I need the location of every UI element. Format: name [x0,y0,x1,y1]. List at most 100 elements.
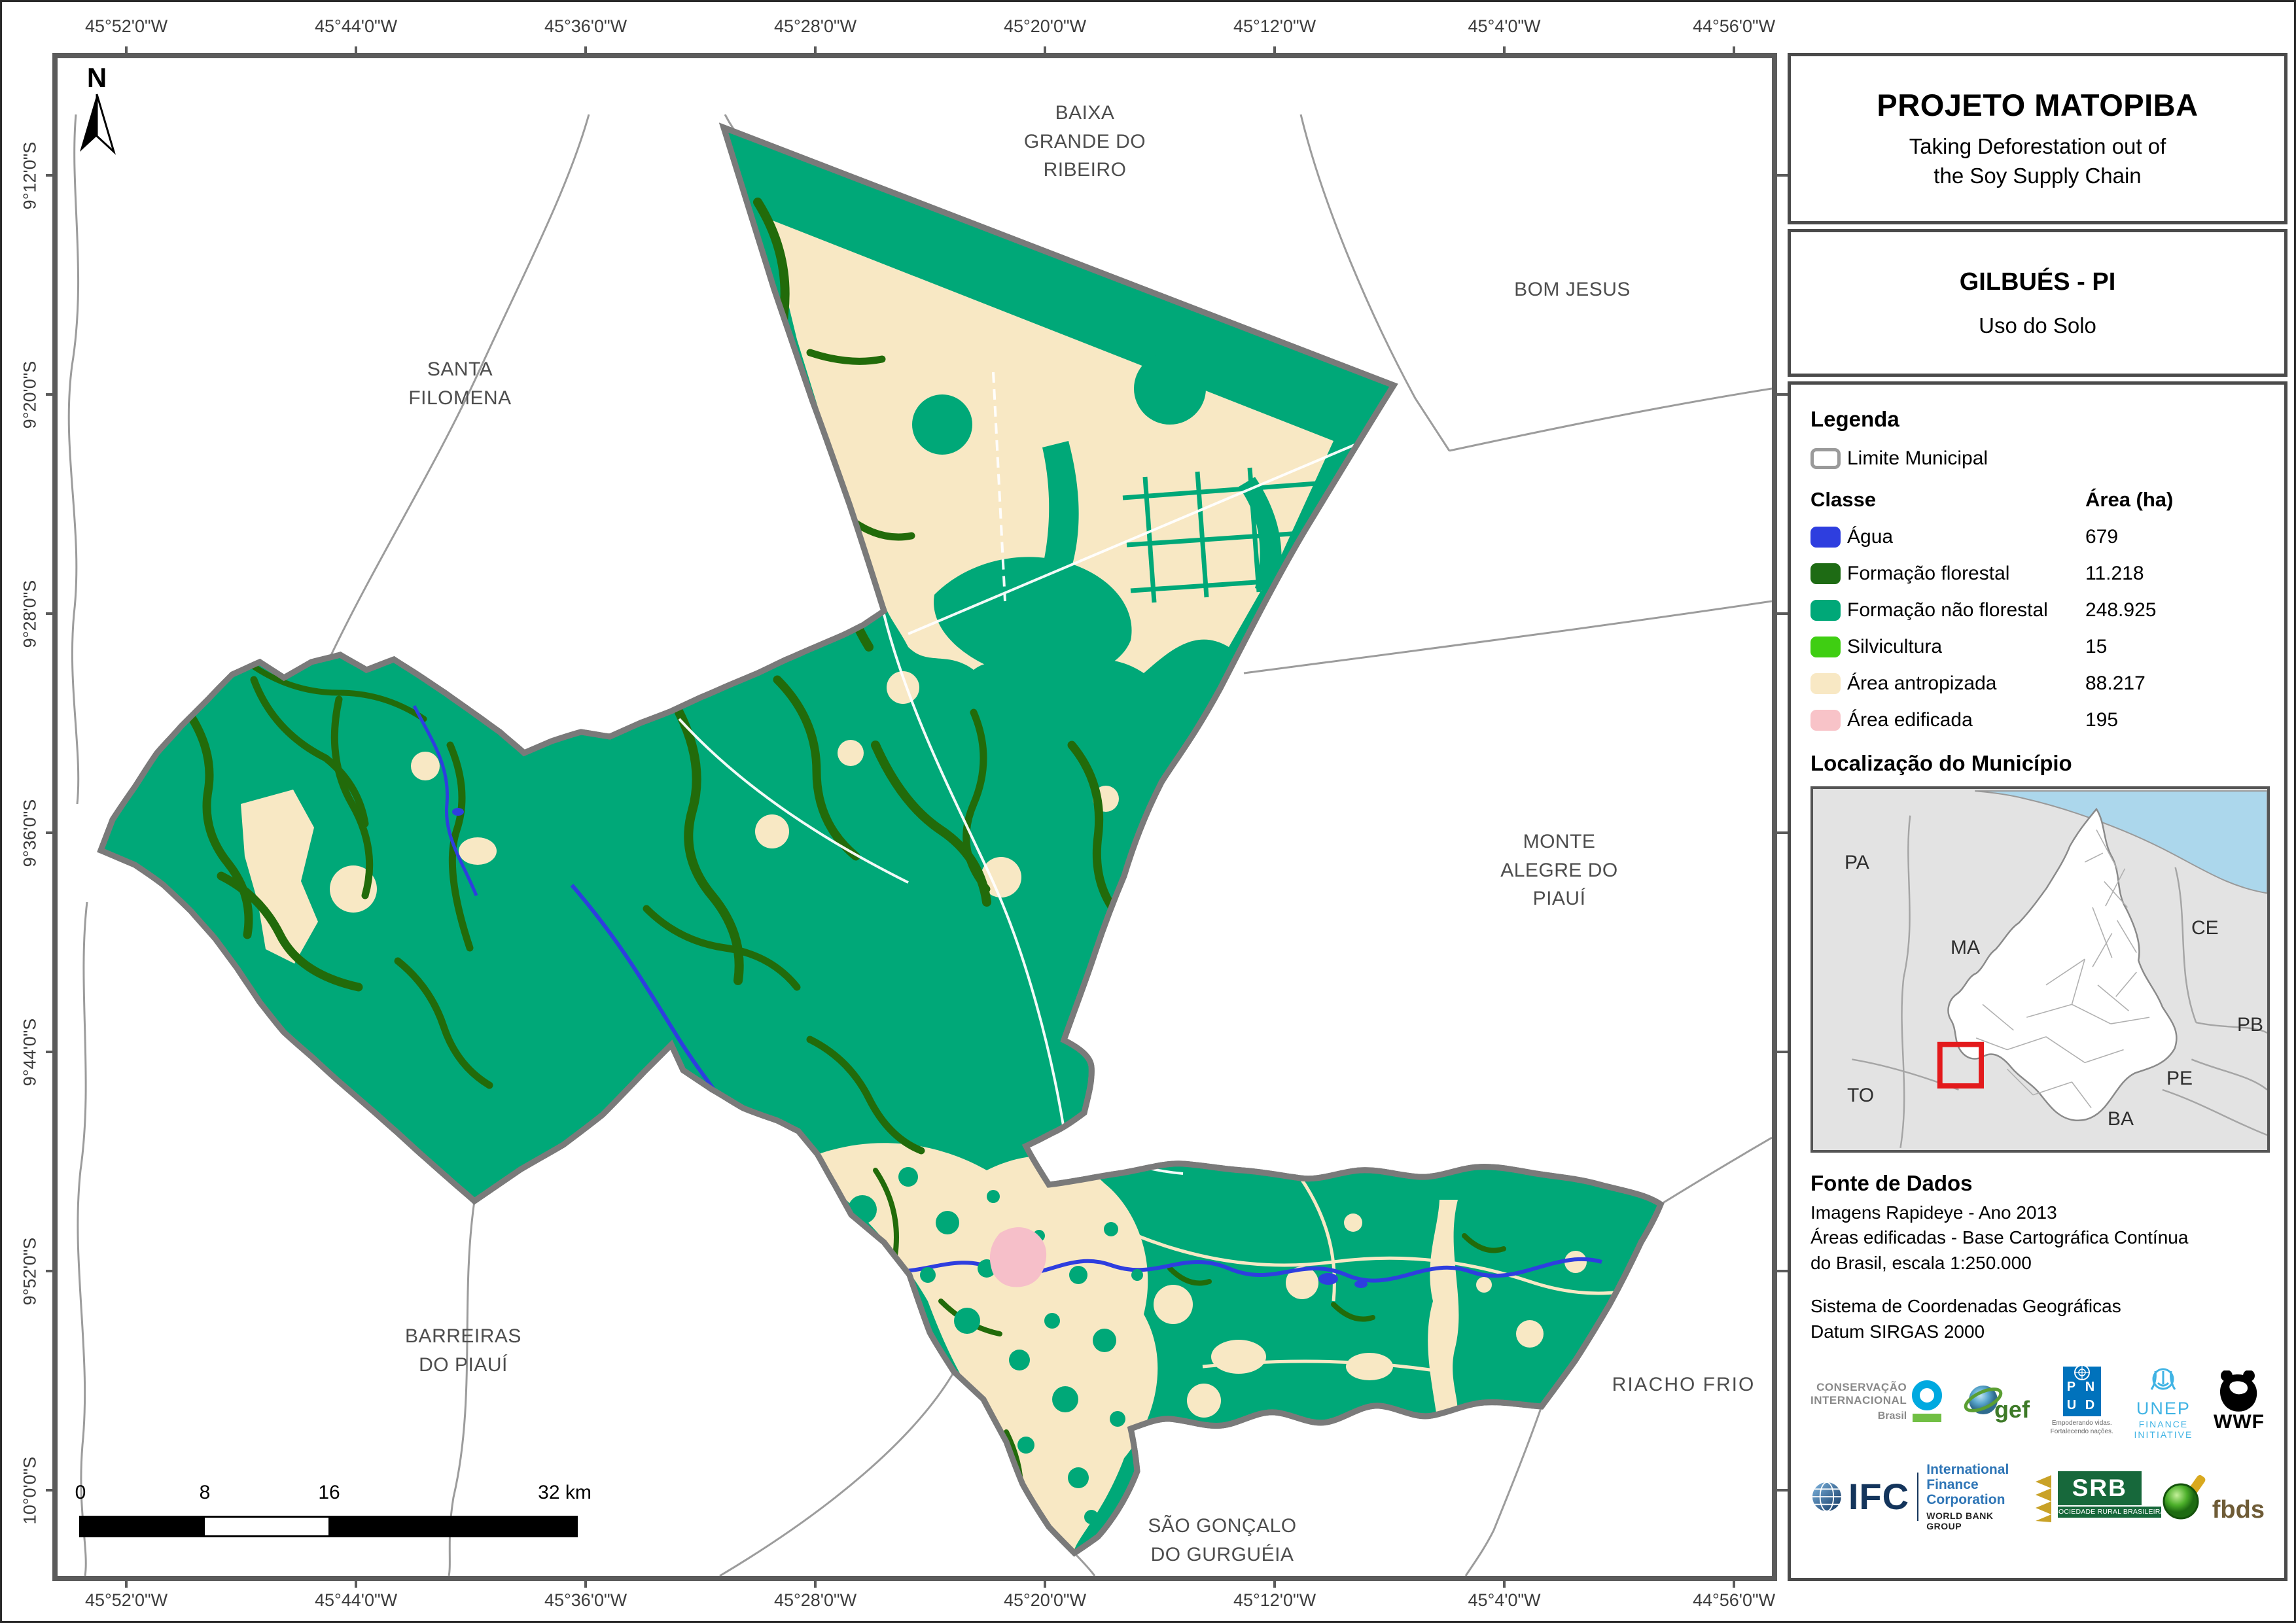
source-heading: Fonte de Dados [1810,1171,1973,1195]
states-overview-map [1852,790,2267,1149]
label-sao-goncalo-do-gurgueia: SÃO GONÇALO DO GURGUÉIA [1148,1515,1297,1565]
crs-line: Sistema de Coordenadas Geográficas [1810,1296,2121,1317]
tick [355,1576,357,1588]
coord-label: 9°12'0"S [20,141,40,210]
title-block: PROJETO MATOPIBA Taking Deforestation ou… [1788,53,2287,224]
wwf-logo: WWF [2214,1370,2265,1432]
legend-limite-row: Limite Municipal [1810,447,2265,470]
coord-label: 45°4'0"W [1468,1590,1541,1610]
tick [1044,1576,1046,1588]
label-riacho-frio: RIACHO FRIO [1612,1374,1756,1395]
built-area-town [989,1227,1047,1287]
coord-label: 44°56'0"W [1692,1590,1776,1610]
project-title: PROJETO MATOPIBA [1877,87,2199,122]
scale-tick-label: 0 [75,1482,86,1503]
panda-icon [2220,1370,2257,1412]
ci-ring-icon [1912,1380,1943,1423]
coord-label: 44°56'0"W [1692,16,1776,36]
gef-globe-icon [1964,1386,2003,1415]
label-santa-filomena: SANTA FILOMENA [408,358,512,409]
gilbues-highlight-box [1937,1041,1984,1089]
scale-bar: 0 8 16 32 km [75,1482,596,1554]
coord-label: 45°20'0"W [1003,1590,1087,1610]
lakes [452,808,1368,1288]
tick [46,1051,58,1053]
municipality-block: GILBUÉS - PI Uso do Solo [1788,229,2287,377]
tick [1777,612,1789,615]
partner-logos-row-1: CONSERVAÇÃO INTERNACIONAL Brasil gef [1810,1363,2265,1440]
coord-label: 45°36'0"W [544,16,627,36]
pnud-emblem-icon: P N U D [2062,1365,2101,1417]
tick [1777,174,1789,177]
tick [1503,46,1506,58]
coord-label: 45°28'0"W [773,16,857,36]
class-swatch [1810,600,1841,621]
tracks [1137,1177,1642,1375]
state-label-ce: CE [2191,917,2219,939]
class-swatch [1810,563,1841,584]
tick [584,46,587,58]
crs-line: Datum SIRGAS 2000 [1810,1321,1985,1342]
scale-bar-graphic [79,1516,578,1537]
coord-label: 45°20'0"W [1003,16,1087,36]
state-label-pb: PB [2237,1014,2264,1036]
north-label: N [86,62,107,93]
tick [1777,831,1789,834]
srb-logo: SRB SOCIEDADE RURAL BRASILEIRA [2025,1471,2165,1522]
partner-logos-row-2: IFC International Finance Corporation WO… [1810,1462,2265,1531]
scale-tick-label: 16 [318,1482,340,1503]
info-panel: PROJETO MATOPIBA Taking Deforestation ou… [1788,53,2287,1581]
coord-label: 45°4'0"W [1468,16,1541,36]
tick [355,46,357,58]
legend-row-formacao-nao-florestal: Formação não florestal 248.925 [1810,599,2265,621]
coord-label: 10°0'0"S [20,1456,40,1525]
limite-swatch [1810,448,1841,469]
legend-row-agua: Água 679 [1810,526,2265,548]
municipality-name: GILBUÉS - PI [1959,268,2116,296]
pnud-logo: P N U D Empoderando vidas. Fortalecendo … [2051,1365,2113,1436]
tick [125,46,128,58]
tick [1777,1489,1789,1492]
coord-label: 9°36'0"S [20,799,40,867]
tick [46,1489,58,1492]
label-bom-jesus: BOM JESUS [1514,279,1631,300]
tick [1273,46,1276,58]
source-line: Áreas edificadas - Base Cartográfica Con… [1810,1227,2189,1248]
scale-tick-label: 8 [199,1482,211,1503]
unep-emblem-icon [2151,1368,2176,1390]
tick [1777,1051,1789,1053]
coord-label: 45°52'0"W [84,16,168,36]
tick [46,174,58,177]
scale-tick-label: 32 km [538,1482,592,1503]
piaui-state-shape [1947,807,2178,1122]
coord-label: 45°44'0"W [314,16,398,36]
coord-label: 45°44'0"W [314,1590,398,1610]
ifc-logo: IFC International Finance Corporation WO… [1810,1462,2025,1531]
srb-wheat-icon [2035,1475,2051,1522]
silviculture-patch [1347,654,1360,667]
legend-block: Legenda Limite Municipal Classe Área (ha… [1788,381,2287,1581]
state-borders [1852,815,2267,1149]
forest-dendrites [184,198,1506,1513]
legend-heading: Legenda [1810,407,1899,431]
label-barreiras-do-piaui: BARREIRAS DO PIAUÍ [405,1325,521,1376]
tick [46,831,58,834]
nonforest-speckles [848,1167,1143,1524]
label-monte-alegre-do-piaui: MONTE ALEGRE DO PIAUÍ [1500,831,1618,909]
state-label-pe: PE [2166,1068,2193,1089]
landuse-map [67,114,1772,1576]
map-theme: Uso do Solo [1979,313,2096,338]
state-label-pa: PA [1845,852,1869,873]
location-heading: Localização do Município [1810,751,2072,775]
north-arrow-icon [80,94,116,155]
coord-label: 45°36'0"W [544,1590,627,1610]
tick [46,1270,58,1272]
tick [1733,1576,1735,1588]
legend-row-area-antropizada: Área antropizada 88.217 [1810,672,2265,695]
coord-label: 9°44'0"S [20,1018,40,1087]
classe-header: Classe [1810,488,1876,511]
tick [46,393,58,396]
coord-label: 45°52'0"W [84,1590,168,1610]
state-label-ma: MA [1951,937,1980,958]
